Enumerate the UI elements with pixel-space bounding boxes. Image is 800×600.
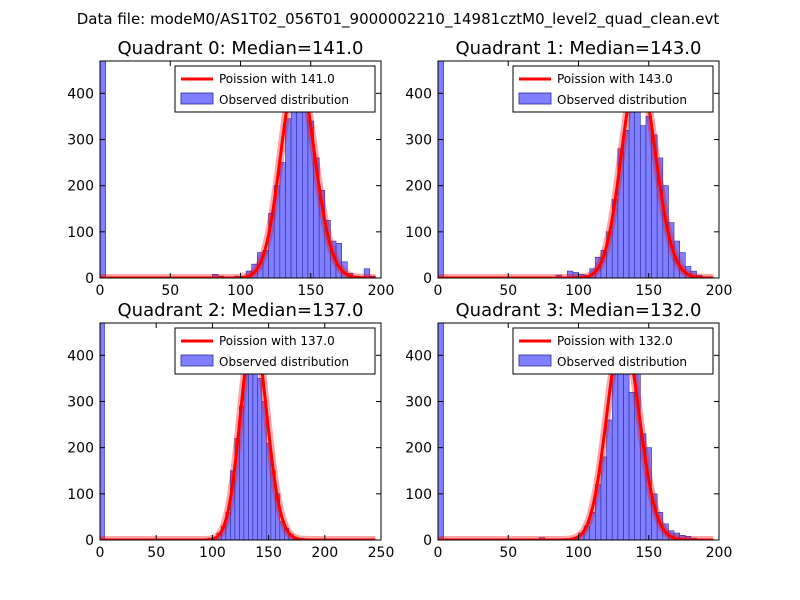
histogram-bar [634,93,641,278]
y-tick-label: 100 [405,487,432,503]
legend-hist-swatch [518,92,552,105]
histogram-bar [252,364,258,540]
histogram-bar [628,391,636,540]
legend-hist-swatch [518,354,552,367]
y-tick-label: 0 [85,271,94,287]
x-tick-label: 50 [161,283,179,299]
y-tick-label: 200 [405,179,432,195]
y-tick-label: 0 [85,533,94,549]
x-tick-label: 50 [499,545,517,561]
x-tick-label: 200 [311,545,338,561]
y-tick-label: 300 [405,394,432,410]
legend-hist-label: Observed distribution [557,93,687,107]
legend-hist-label: Observed distribution [557,355,687,369]
x-tick-label: 0 [434,283,443,299]
x-tick-label: 200 [706,545,733,561]
x-tick-label: 0 [96,283,105,299]
histogram-bar [438,323,444,540]
histogram-bar [628,111,636,278]
legend-hist-swatch [180,92,214,105]
quadrant-3-chart: 0 50 100 150 200 0 100 200 300 400 Quadrant 3: Med… [405,300,732,561]
poisson-curve-halo [100,328,376,540]
histogram-bar [623,364,630,540]
histogram-bar [100,61,106,278]
x-tick-label: 100 [199,545,226,561]
quadrant-0-title: Quadrant 0: Median=141.0 [118,38,364,59]
poisson-curve-halo [438,328,714,540]
y-tick-label: 100 [67,225,94,241]
y-tick-label: 400 [67,86,94,102]
x-tick-label: 150 [635,283,662,299]
quadrant-0-chart: 0 50 100 150 200 0 100 200 300 400 Quadrant 0: Med… [67,38,394,299]
y-tick-label: 400 [405,86,432,102]
poisson-curve [438,330,714,540]
y-tick-label: 200 [405,441,432,457]
histogram-bar [100,323,105,540]
quadrant-2-chart: 0 50 100 150 200 250 0 100 200 300 400 Quadrant 2: … [67,300,394,561]
x-tick-label: 200 [706,283,733,299]
x-tick-label: 50 [147,545,165,561]
histogram-bar [611,373,619,540]
legend-line-label: Poission with 137.0 [219,334,335,348]
y-tick-label: 100 [405,225,432,241]
x-tick-label: 100 [227,283,254,299]
y-tick-label: 300 [405,132,432,148]
legend-hist-label: Observed distribution [219,93,349,107]
legend-hist-label: Observed distribution [219,355,349,369]
quadrant-1-chart: 0 50 100 150 200 0 100 200 300 400 Quadrant 1: Med… [405,38,732,299]
poisson-curve [100,330,376,540]
histogram-bar [257,378,263,540]
quadrant-2-title: Quadrant 2: Median=137.0 [118,300,364,321]
quadrant-1-histogram [438,61,703,278]
y-tick-label: 200 [67,441,94,457]
quadrant-0-legend: Poission with 141.0 Observed distribution [174,65,376,113]
x-tick-label: 100 [565,545,592,561]
x-tick-label: 0 [434,545,443,561]
y-tick-label: 300 [67,132,94,148]
y-tick-label: 0 [423,533,432,549]
histogram-bar [296,102,303,278]
quadrant-3-legend: Poission with 132.0 Observed distribution [512,327,714,375]
quadrant-2-axes-frame [99,322,382,541]
histogram-bar [285,118,292,278]
legend-line-label: Poission with 143.0 [557,72,673,86]
y-tick-label: 200 [67,179,94,195]
x-tick-label: 150 [297,283,324,299]
quadrant-1-title: Quadrant 1: Median=143.0 [456,38,702,59]
y-tick-label: 400 [405,348,432,364]
histogram-bar [248,345,254,540]
x-tick-label: 150 [635,545,662,561]
x-tick-label: 100 [565,283,592,299]
quadrant-1-legend: Poission with 143.0 Observed distribution [512,65,714,113]
x-tick-label: 150 [255,545,282,561]
legend-hist-swatch [180,354,214,367]
histogram-bar [290,106,297,278]
x-tick-label: 50 [499,283,517,299]
figure-suptitle: Data file: modeM0/AS1T02_056T01_90000022… [77,10,720,29]
legend-line-label: Poission with 132.0 [557,334,673,348]
quadrant-3-title: Quadrant 3: Median=132.0 [456,300,702,321]
quadrant-2-legend: Poission with 137.0 Observed distribution [174,327,376,375]
x-tick-label: 250 [368,545,395,561]
histogram-bar [363,268,371,278]
y-tick-label: 0 [423,271,432,287]
histogram-bar [438,61,444,278]
legend-line-label: Poission with 141.0 [219,72,335,86]
y-tick-label: 400 [67,348,94,364]
x-tick-label: 200 [368,283,395,299]
histogram-bar [640,125,647,278]
y-tick-label: 300 [67,394,94,410]
y-tick-label: 100 [67,487,94,503]
x-tick-label: 0 [96,545,105,561]
